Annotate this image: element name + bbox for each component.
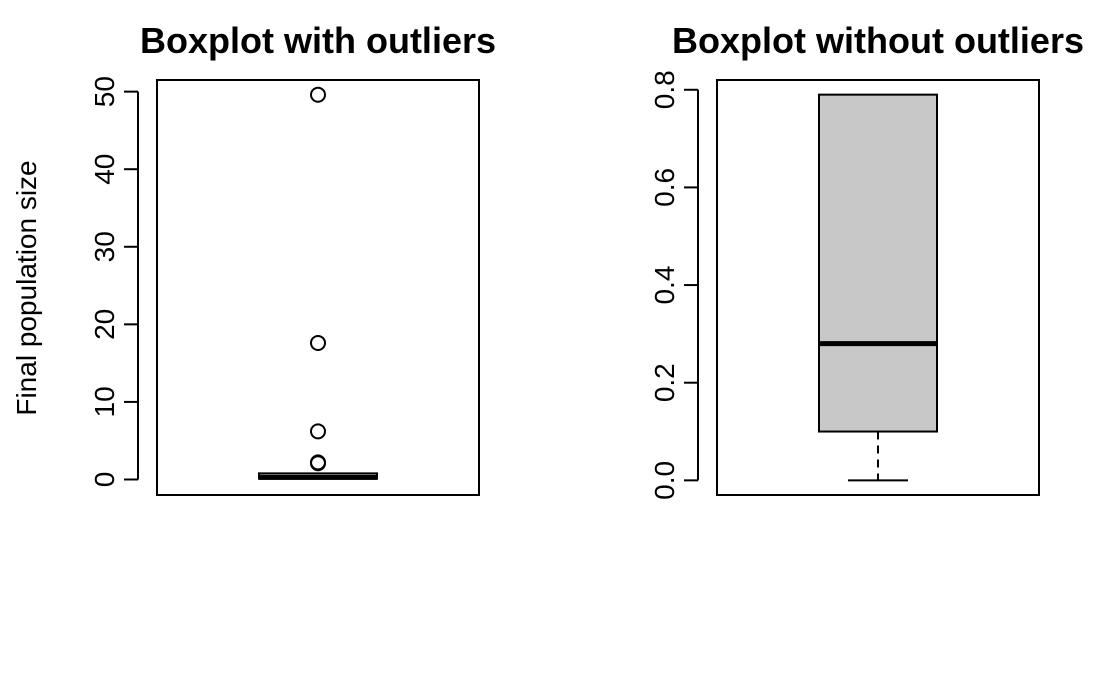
outlier-point [310, 334, 326, 351]
plot-frame-with-outliers [156, 79, 480, 496]
chart-title-with-outliers: Boxplot with outliers [140, 20, 496, 61]
box [818, 93, 938, 433]
y-axis-label: Final population size [11, 160, 42, 415]
y-tick-label: 0.0 [649, 461, 680, 500]
chart-title-without-outliers: Boxplot without outliers [672, 20, 1084, 61]
outlier-point [310, 423, 326, 440]
y-tick-label: 0.4 [649, 266, 680, 305]
panel-with-outliers: Boxplot with outliers Final population s… [11, 20, 496, 496]
plot-frame-without-outliers [716, 79, 1040, 496]
y-axis-without-outliers: 0.0 0.2 0.4 0.6 0.8 [649, 70, 699, 500]
boxplot-without-outliers [818, 93, 938, 482]
outlier-point [310, 86, 326, 103]
y-tick-label: 0.2 [649, 363, 680, 402]
boxplot-with-outliers [258, 86, 378, 480]
y-axis-with-outliers: 0 10 20 30 40 50 [89, 76, 139, 488]
y-tick-label: 10 [89, 386, 120, 417]
y-tick-label: 20 [89, 309, 120, 340]
panel-without-outliers: Boxplot without outliers 0.0 0.2 0.4 0.6 0.8 [649, 20, 1084, 500]
y-tick-label: 30 [89, 231, 120, 262]
y-tick-label: 0.6 [649, 168, 680, 207]
y-tick-label: 0 [89, 472, 120, 488]
outlier-point [310, 455, 326, 472]
y-tick-label: 40 [89, 154, 120, 185]
y-tick-label: 50 [89, 76, 120, 107]
y-tick-label: 0.8 [649, 70, 680, 109]
